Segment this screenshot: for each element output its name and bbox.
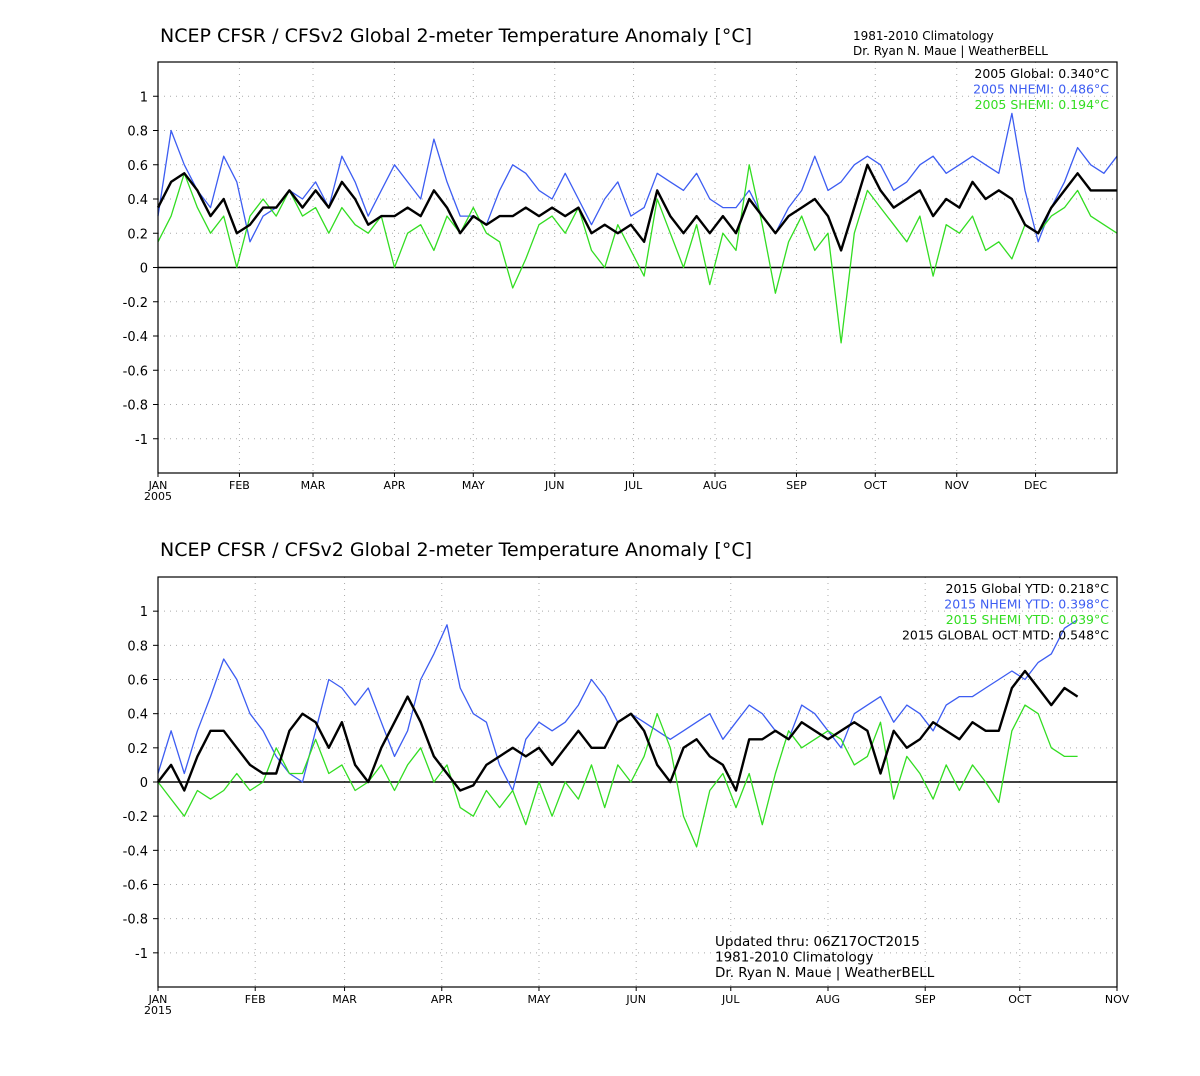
- legend-entry-shemi: 2015 SHEMI YTD: 0.039°C: [946, 612, 1110, 627]
- legend-entry-global: 2015 Global YTD: 0.218°C: [946, 581, 1110, 596]
- series-line-global: [156, 163, 1117, 252]
- y-tick-label: 0.2: [127, 742, 148, 757]
- month-label: JAN: [148, 993, 168, 1006]
- month-label: NOV: [945, 479, 970, 492]
- plot-frame: [157, 61, 1118, 474]
- credit-line-1: 1981-2010 Climatology: [853, 29, 994, 43]
- series-line-shemi: [157, 164, 1118, 344]
- month-label: APR: [384, 479, 406, 492]
- y-tick-label: -1: [135, 433, 148, 448]
- y-tick-label: 0.4: [127, 708, 148, 723]
- month-label: AUG: [816, 993, 840, 1006]
- chart-2005: NCEP CFSR / CFSv2 Global 2-meter Tempera…: [0, 0, 1200, 515]
- month-label: MAR: [332, 993, 357, 1006]
- y-tick-label: -1: [135, 947, 148, 962]
- month-label: JUN: [544, 479, 565, 492]
- series-line-global: [157, 669, 1079, 792]
- month-label: MAY: [462, 479, 485, 492]
- month-label: OCT: [864, 479, 887, 492]
- month-label: APR: [431, 993, 453, 1006]
- y-tick-label: -0.4: [123, 330, 148, 345]
- y-tick-label: 1: [140, 605, 148, 620]
- y-tick-label: -0.2: [123, 810, 148, 825]
- annotation-line: 1981-2010 Climatology: [715, 950, 873, 966]
- month-label: JUL: [624, 479, 643, 492]
- month-label: SEP: [786, 479, 807, 492]
- month-label: SEP: [915, 993, 936, 1006]
- y-tick-label: 0.6: [127, 674, 148, 689]
- y-tick-label: -0.8: [123, 913, 148, 928]
- series-line-nhemi: [157, 112, 1118, 243]
- y-tick-label: 0.2: [127, 227, 148, 242]
- legend-entry-nhemi: 2005 NHEMI: 0.486°C: [973, 82, 1109, 97]
- year-label: 2005: [144, 490, 172, 503]
- legend-entry-shemi: 2005 SHEMI: 0.194°C: [975, 97, 1110, 112]
- chart-title: NCEP CFSR / CFSv2 Global 2-meter Tempera…: [160, 539, 752, 561]
- month-label: JUN: [625, 993, 646, 1006]
- y-tick-label: -0.6: [123, 364, 148, 379]
- credit-line-2: Dr. Ryan N. Maue | WeatherBELL: [853, 44, 1048, 58]
- month-label: MAR: [301, 479, 326, 492]
- y-tick-label: 0: [140, 262, 148, 277]
- series-line-shemi: [157, 704, 1078, 848]
- month-label: JUL: [721, 993, 740, 1006]
- legend-entry-nhemi: 2015 NHEMI YTD: 0.398°C: [944, 597, 1109, 612]
- annotation-line: Dr. Ryan N. Maue | WeatherBELL: [715, 965, 935, 981]
- legend-entry-global: 2005 Global: 0.340°C: [974, 66, 1109, 81]
- y-tick-label: -0.8: [123, 399, 148, 414]
- y-tick-label: -0.2: [123, 296, 148, 311]
- month-label: AUG: [703, 479, 727, 492]
- y-tick-label: -0.4: [123, 844, 148, 859]
- y-tick-label: -0.6: [123, 879, 148, 894]
- y-tick-label: 0.8: [127, 639, 148, 654]
- plot-frame: [157, 576, 1118, 988]
- chart-2015: NCEP CFSR / CFSv2 Global 2-meter Tempera…: [0, 520, 1200, 1076]
- month-label: OCT: [1008, 993, 1031, 1006]
- y-tick-label: 0: [140, 776, 148, 791]
- chart-2015-svg: NCEP CFSR / CFSv2 Global 2-meter Tempera…: [123, 539, 1130, 1017]
- legend-entry-global: 2015 GLOBAL OCT MTD: 0.548°C: [902, 628, 1109, 643]
- month-label: MAY: [528, 993, 551, 1006]
- annotation-line: Updated thru: 06Z17OCT2015: [715, 934, 920, 950]
- y-tick-label: 0.8: [127, 125, 148, 140]
- y-tick-label: 0.4: [127, 193, 148, 208]
- month-label: NOV: [1105, 993, 1130, 1006]
- month-label: FEB: [229, 479, 250, 492]
- year-label: 2015: [144, 1004, 172, 1017]
- month-label: FEB: [245, 993, 266, 1006]
- y-tick-label: 1: [140, 90, 148, 105]
- month-label: JAN: [148, 479, 168, 492]
- chart-2005-svg: NCEP CFSR / CFSv2 Global 2-meter Tempera…: [123, 25, 1118, 503]
- y-tick-label: 0.6: [127, 159, 148, 174]
- month-label: DEC: [1024, 479, 1047, 492]
- chart-title: NCEP CFSR / CFSv2 Global 2-meter Tempera…: [160, 25, 752, 47]
